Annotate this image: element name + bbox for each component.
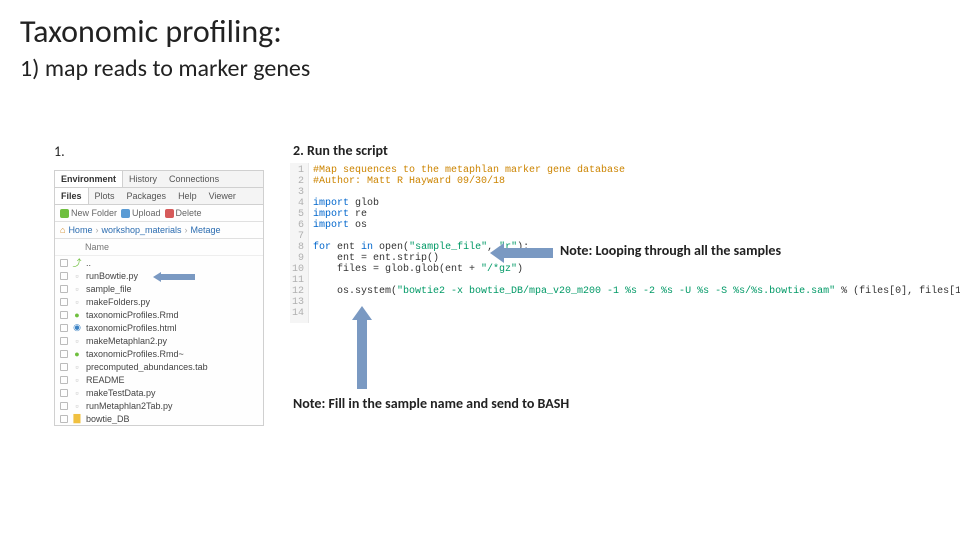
tab-viewer[interactable]: Viewer	[203, 188, 242, 204]
upload-icon	[121, 209, 130, 218]
html-icon: ◉	[72, 323, 82, 333]
file-checkbox[interactable]	[60, 350, 68, 358]
py-icon: ▫	[72, 271, 82, 281]
file-checkbox[interactable]	[60, 376, 68, 384]
file-checkbox[interactable]	[60, 363, 68, 371]
folder-icon: ▇	[72, 414, 82, 424]
tab-icon: ▫	[72, 362, 82, 372]
page-subtitle: 1) map reads to marker genes	[20, 54, 310, 83]
rmd-icon: ●	[72, 349, 82, 359]
file-row[interactable]: ▫ makeMetaphlan2.py	[55, 334, 263, 347]
tabrow-lower: Files Plots Packages Help Viewer	[55, 188, 263, 205]
tab-environment[interactable]: Environment	[55, 171, 123, 187]
list-header: Name	[55, 239, 263, 256]
file-browser-panel: Environment History Connections Files Pl…	[54, 170, 264, 426]
file-row[interactable]: ⤴..	[55, 256, 263, 269]
file-row[interactable]: ▫ sample_file	[55, 282, 263, 295]
note-bash: Note: Fill in the sample name and send t…	[293, 395, 569, 412]
upload-label: Upload	[132, 208, 161, 218]
file-name: precomputed_abundances.tab	[86, 362, 208, 372]
upload-button[interactable]: Upload	[121, 208, 161, 218]
file-row[interactable]: ▫ makeTestData.py	[55, 386, 263, 399]
breadcrumb-sep: ›	[185, 225, 188, 235]
txt-icon: ▫	[72, 284, 82, 294]
new-folder-button[interactable]: New Folder	[60, 208, 117, 218]
file-row[interactable]: ◉ taxonomicProfiles.html	[55, 321, 263, 334]
tab-connections[interactable]: Connections	[163, 171, 225, 187]
file-checkbox[interactable]	[60, 402, 68, 410]
py-icon: ▫	[72, 336, 82, 346]
file-row[interactable]: ● taxonomicProfiles.Rmd	[55, 308, 263, 321]
step1-label: 1.	[54, 143, 65, 160]
file-name: makeFolders.py	[86, 297, 150, 307]
py-icon: ▫	[72, 401, 82, 411]
file-name: bowtie_DB	[86, 414, 130, 424]
file-row[interactable]: ▇ bowtie_DB	[55, 412, 263, 425]
file-checkbox[interactable]	[60, 324, 68, 332]
file-name: runMetaphlan2Tab.py	[86, 401, 173, 411]
file-checkbox[interactable]	[60, 337, 68, 345]
file-row[interactable]: ▫ makeFolders.py	[55, 295, 263, 308]
breadcrumb-sep: ›	[95, 225, 98, 235]
tab-history[interactable]: History	[123, 171, 163, 187]
file-checkbox[interactable]	[60, 285, 68, 293]
tabrow-upper: Environment History Connections	[55, 171, 263, 188]
file-checkbox[interactable]	[60, 298, 68, 306]
home-icon[interactable]: ⌂	[60, 225, 65, 235]
breadcrumb-home[interactable]: Home	[68, 225, 92, 235]
delete-label: Delete	[176, 208, 202, 218]
tab-help[interactable]: Help	[172, 188, 203, 204]
file-checkbox[interactable]	[60, 259, 68, 267]
tab-packages[interactable]: Packages	[121, 188, 173, 204]
file-name: sample_file	[86, 284, 132, 294]
file-toolbar: New Folder Upload Delete	[55, 205, 263, 222]
breadcrumb: ⌂ Home › workshop_materials › Metage	[55, 222, 263, 239]
step2-label: 2. Run the script	[293, 142, 388, 159]
file-name: makeTestData.py	[86, 388, 156, 398]
file-name: taxonomicProfiles.html	[86, 323, 177, 333]
file-row[interactable]: ▫ runMetaphlan2Tab.py	[55, 399, 263, 412]
py-icon: ▫	[72, 297, 82, 307]
file-checkbox[interactable]	[60, 389, 68, 397]
note-looping: Note: Looping through all the samples	[560, 242, 781, 259]
file-name: README	[86, 375, 125, 385]
file-name: taxonomicProfiles.Rmd~	[86, 349, 184, 359]
breadcrumb-1[interactable]: workshop_materials	[101, 225, 181, 235]
rmd-icon: ●	[72, 310, 82, 320]
delete-icon	[165, 209, 174, 218]
file-name: taxonomicProfiles.Rmd	[86, 310, 179, 320]
file-row[interactable]: ▫ README	[55, 373, 263, 386]
file-name: makeMetaphlan2.py	[86, 336, 167, 346]
file-checkbox[interactable]	[60, 311, 68, 319]
new-folder-icon	[60, 209, 69, 218]
file-row[interactable]: ▫ precomputed_abundances.tab	[55, 360, 263, 373]
py-icon: ▫	[72, 388, 82, 398]
up-icon: ⤴	[72, 258, 82, 268]
file-row[interactable]: ● taxonomicProfiles.Rmd~	[55, 347, 263, 360]
breadcrumb-2[interactable]: Metage	[191, 225, 221, 235]
tab-plots[interactable]: Plots	[89, 188, 121, 204]
file-name: ..	[86, 258, 91, 268]
txt-icon: ▫	[72, 375, 82, 385]
tab-files[interactable]: Files	[55, 188, 89, 204]
file-checkbox[interactable]	[60, 415, 68, 423]
file-checkbox[interactable]	[60, 272, 68, 280]
new-folder-label: New Folder	[71, 208, 117, 218]
file-name: runBowtie.py	[86, 271, 138, 281]
page-title: Taxonomic profiling:	[20, 12, 282, 51]
code-gutter: 1 2 3 4 5 6 7 8 9 10 11 12 13 14	[290, 163, 309, 323]
delete-button[interactable]: Delete	[165, 208, 202, 218]
